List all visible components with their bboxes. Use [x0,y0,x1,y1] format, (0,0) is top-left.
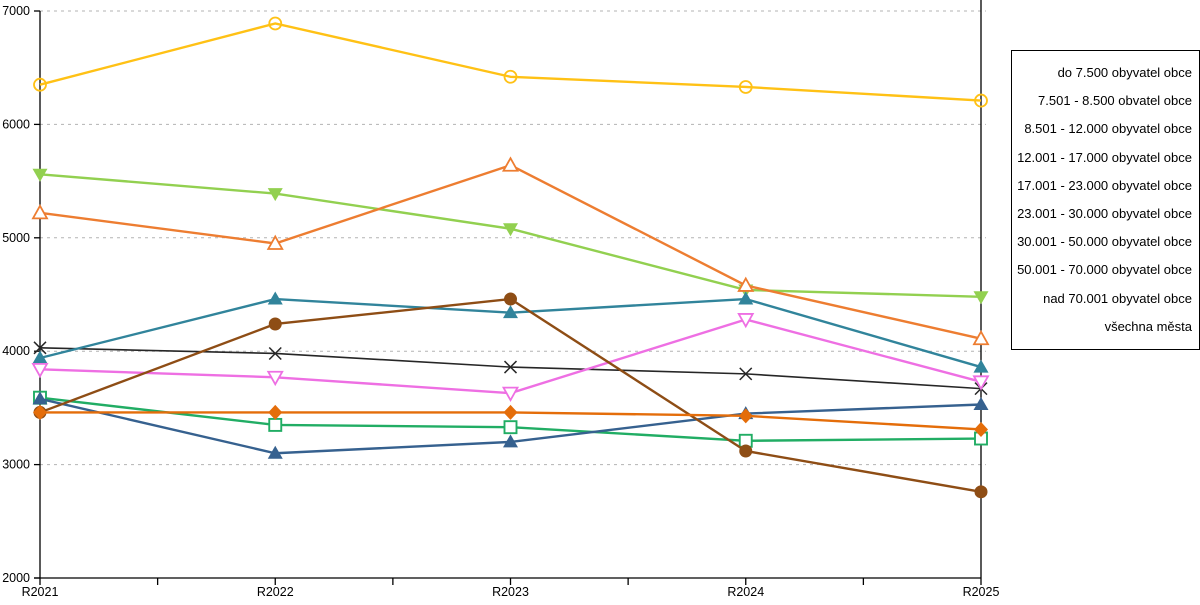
marker-triangle-up-open [31,204,49,220]
legend-item: 17.001 - 23.000 obyvatel obce [1017,177,1192,193]
series-line-0 [39,22,982,102]
y-tick-label: 2000 [2,571,30,585]
marker-triangle-up-filled [503,305,518,319]
marker-square-open [268,417,283,432]
marker-diamond-filled [33,404,47,420]
marker-triangle-up-filled [738,291,754,305]
marker-triangle-down-open [737,313,755,329]
marker-triangle-down-open [266,370,284,387]
marker-diamond-filled [503,404,518,420]
marker-triangle-down-open [501,386,520,402]
marker-diamond-filled [974,421,988,437]
x-tick-label: R2022 [257,585,294,599]
series-line-3 [39,346,982,390]
marker-triangle-up-filled [32,391,48,405]
marker-circle-open [738,80,753,94]
marker-triangle-up-open [501,156,520,172]
marker-triangle-up-filled [267,291,283,305]
marker-triangle-down-filled [267,188,283,202]
x-tick-label: R2024 [727,585,764,599]
legend-item: 7.501 - 8.500 obvatel obce [1038,93,1192,109]
marker-triangle-up-open [972,329,990,346]
marker-x [503,360,518,374]
x-tick-label: R2021 [22,585,59,599]
marker-x [33,341,47,355]
marker-circle-filled [268,317,282,331]
marker-triangle-up-filled [32,350,48,364]
marker-triangle-down-open [31,362,49,379]
marker-x [268,346,282,360]
series-line-5 [39,318,982,395]
marker-circle-open [503,69,518,84]
marker-triangle-up-filled [973,359,989,373]
marker-circle-filled [504,292,517,306]
marker-diamond-filled [738,408,753,424]
y-tick-label: 6000 [2,117,30,131]
y-tick-label: 5000 [2,231,30,245]
marker-triangle-down-open [972,375,990,391]
x-tick-label: R2023 [492,585,529,599]
marker-triangle-up-filled [973,396,989,410]
marker-circle-open [974,93,988,108]
marker-circle-filled [739,444,753,458]
y-tick-label: 7000 [2,4,30,18]
marker-triangle-down-filled [32,168,48,182]
marker-circle-filled [974,485,988,499]
marker-triangle-up-open [266,234,284,250]
legend-item: do 7.500 obyvatel obce [1057,65,1192,80]
marker-diamond-filled [268,404,283,420]
legend-item: 30.001 - 50.000 obyvatel obce [1017,234,1192,250]
chart-legend: do 7.500 obyvatel obce 7.501 - 8.500 obva… [1011,50,1200,350]
y-tick-label: 4000 [2,344,30,358]
x-tick-label: R2025 [963,585,1000,599]
marker-circle-open [33,77,47,92]
legend-item: 12.001 - 17.000 obyvatel obce [1017,149,1192,165]
marker-x [739,367,753,381]
legend-item: všechna města [1104,318,1192,334]
legend-item: nad 70.001 obyvatel obce [1043,290,1192,306]
marker-triangle-up-open [737,276,755,292]
legend-item: 50.001 - 70.000 obyvatel obce [1017,262,1192,278]
marker-circle-open [268,16,283,31]
marker-square-open [503,420,518,435]
legend-item: 23.001 - 30.000 obyvatel obce [1017,205,1192,221]
legend-item: 8.501 - 12.000 obyvatel obce [1024,121,1192,137]
marker-triangle-up-filled [267,445,283,459]
marker-triangle-up-filled [503,434,518,448]
marker-triangle-down-filled [973,291,989,305]
marker-triangle-down-filled [503,223,518,237]
y-tick-label: 3000 [2,458,30,472]
